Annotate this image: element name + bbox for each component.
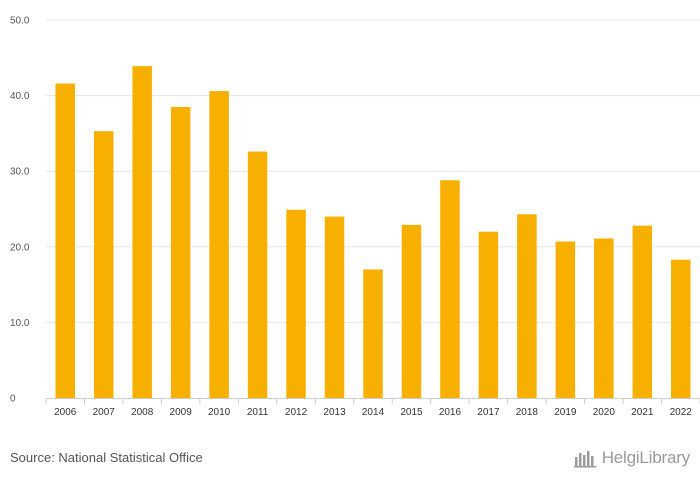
bar[interactable] <box>132 66 152 398</box>
bar[interactable] <box>55 83 75 398</box>
bar[interactable] <box>517 214 537 398</box>
x-tick-label: 2010 <box>208 407 231 418</box>
bar[interactable] <box>324 216 345 398</box>
x-tick-label: 2020 <box>593 407 616 418</box>
x-tick-label: 2008 <box>131 407 154 418</box>
bar[interactable] <box>440 180 460 398</box>
gridlines <box>46 19 700 323</box>
x-tick-label: 2009 <box>170 407 193 418</box>
x-axis <box>45 398 700 404</box>
helgi-library-logo-icon <box>573 451 596 468</box>
x-tick-label: 2013 <box>323 407 346 418</box>
x-tick-label: 2019 <box>554 407 577 418</box>
bar[interactable] <box>401 224 422 398</box>
x-tick-label: 2012 <box>285 407 308 418</box>
x-tick-label: 2015 <box>400 407 423 418</box>
bar[interactable] <box>594 238 614 398</box>
y-tick-label: 30.0 <box>10 167 30 178</box>
x-axis-ticks: 2006 2007 2008 2009 2010 2011 2012 2013 2014 2015… <box>54 407 692 418</box>
bar[interactable] <box>170 106 191 398</box>
x-tick-label: 2022 <box>670 407 693 418</box>
bar[interactable] <box>247 151 268 398</box>
source-note: Source: National Statistical Office <box>10 450 203 465</box>
y-axis-ticks: 0 10.0 20.0 30.0 40.0 50.0 <box>10 16 30 405</box>
x-tick-label: 2011 <box>247 407 269 418</box>
y-tick-label: 0 <box>10 394 16 405</box>
bar-chart: 010.020.030.040.050.0 2006 2007 2008 2009 20… <box>10 16 700 418</box>
brand-logo[interactable]: HelgiLibrary <box>573 448 690 468</box>
bar[interactable] <box>93 131 114 398</box>
y-tick-label: 50.0 <box>10 16 30 27</box>
y-tick-label: 20.0 <box>10 242 30 253</box>
bar[interactable] <box>363 269 383 398</box>
x-tick-label: 2014 <box>362 407 385 418</box>
x-tick-label: 2017 <box>477 407 500 418</box>
x-tick-label: 2007 <box>93 407 116 418</box>
x-tick-label: 2006 <box>54 407 77 418</box>
y-tick-label: 40.0 <box>10 91 30 102</box>
y-tick-label: 10.0 <box>10 318 30 329</box>
bar[interactable] <box>286 209 306 398</box>
x-tick-label: 2016 <box>439 407 462 418</box>
x-tick-label: 2021 <box>631 407 654 418</box>
brand-name: HelgiLibrary <box>601 448 691 467</box>
x-tick-label: 2018 <box>516 407 539 418</box>
bar[interactable] <box>671 259 691 398</box>
bar[interactable] <box>632 225 653 398</box>
bar[interactable] <box>209 91 229 399</box>
bar[interactable] <box>555 241 576 398</box>
bar[interactable] <box>478 231 499 398</box>
bars <box>55 66 691 399</box>
